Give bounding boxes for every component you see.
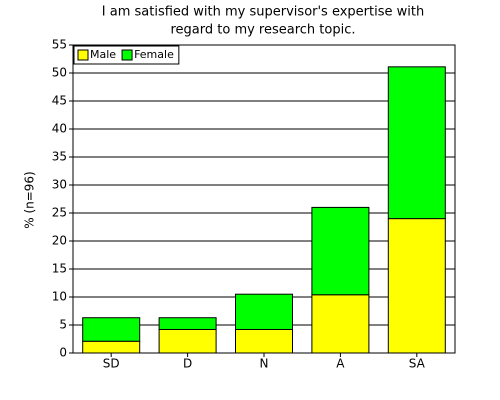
y-tick-label: 15 (52, 262, 67, 276)
bar-segment (311, 206, 370, 296)
legend-swatch (121, 49, 133, 61)
legend-label: Male (90, 48, 116, 61)
x-tick-label: N (260, 357, 269, 371)
y-tick-label: 10 (52, 290, 67, 304)
bar-segment (82, 317, 141, 342)
legend-label: Female (134, 48, 174, 61)
y-tick-label: 40 (52, 122, 67, 136)
bar-segment (82, 340, 141, 354)
y-tick-label: 50 (52, 66, 67, 80)
legend-box (73, 45, 180, 65)
chart-title: regard to my research topic. (170, 23, 355, 38)
y-tick-label: 30 (52, 178, 67, 192)
bar-segment (387, 218, 446, 354)
legend-swatch (77, 49, 89, 61)
y-tick-label: 45 (52, 94, 67, 108)
bar-segment (158, 317, 217, 330)
bar-segment (387, 66, 446, 220)
bar-segment (235, 328, 293, 354)
bar-segment (158, 328, 217, 354)
y-axis-label: % (n=96) (23, 171, 37, 229)
y-tick-label: 25 (52, 206, 67, 220)
y-tick-label: 0 (59, 346, 67, 360)
bar-segment (235, 293, 293, 330)
bar-segment (311, 294, 370, 354)
y-tick-label: 20 (52, 234, 67, 248)
chart-title: I am satisfied with my supervisor's expe… (102, 5, 424, 20)
x-tick-label: SA (409, 357, 426, 371)
x-tick-label: D (183, 357, 192, 371)
y-tick-label: 55 (52, 38, 67, 52)
x-tick-label: A (336, 357, 345, 371)
y-tick-label: 5 (59, 318, 67, 332)
x-tick-label: SD (103, 357, 120, 371)
y-tick-label: 35 (52, 150, 67, 164)
